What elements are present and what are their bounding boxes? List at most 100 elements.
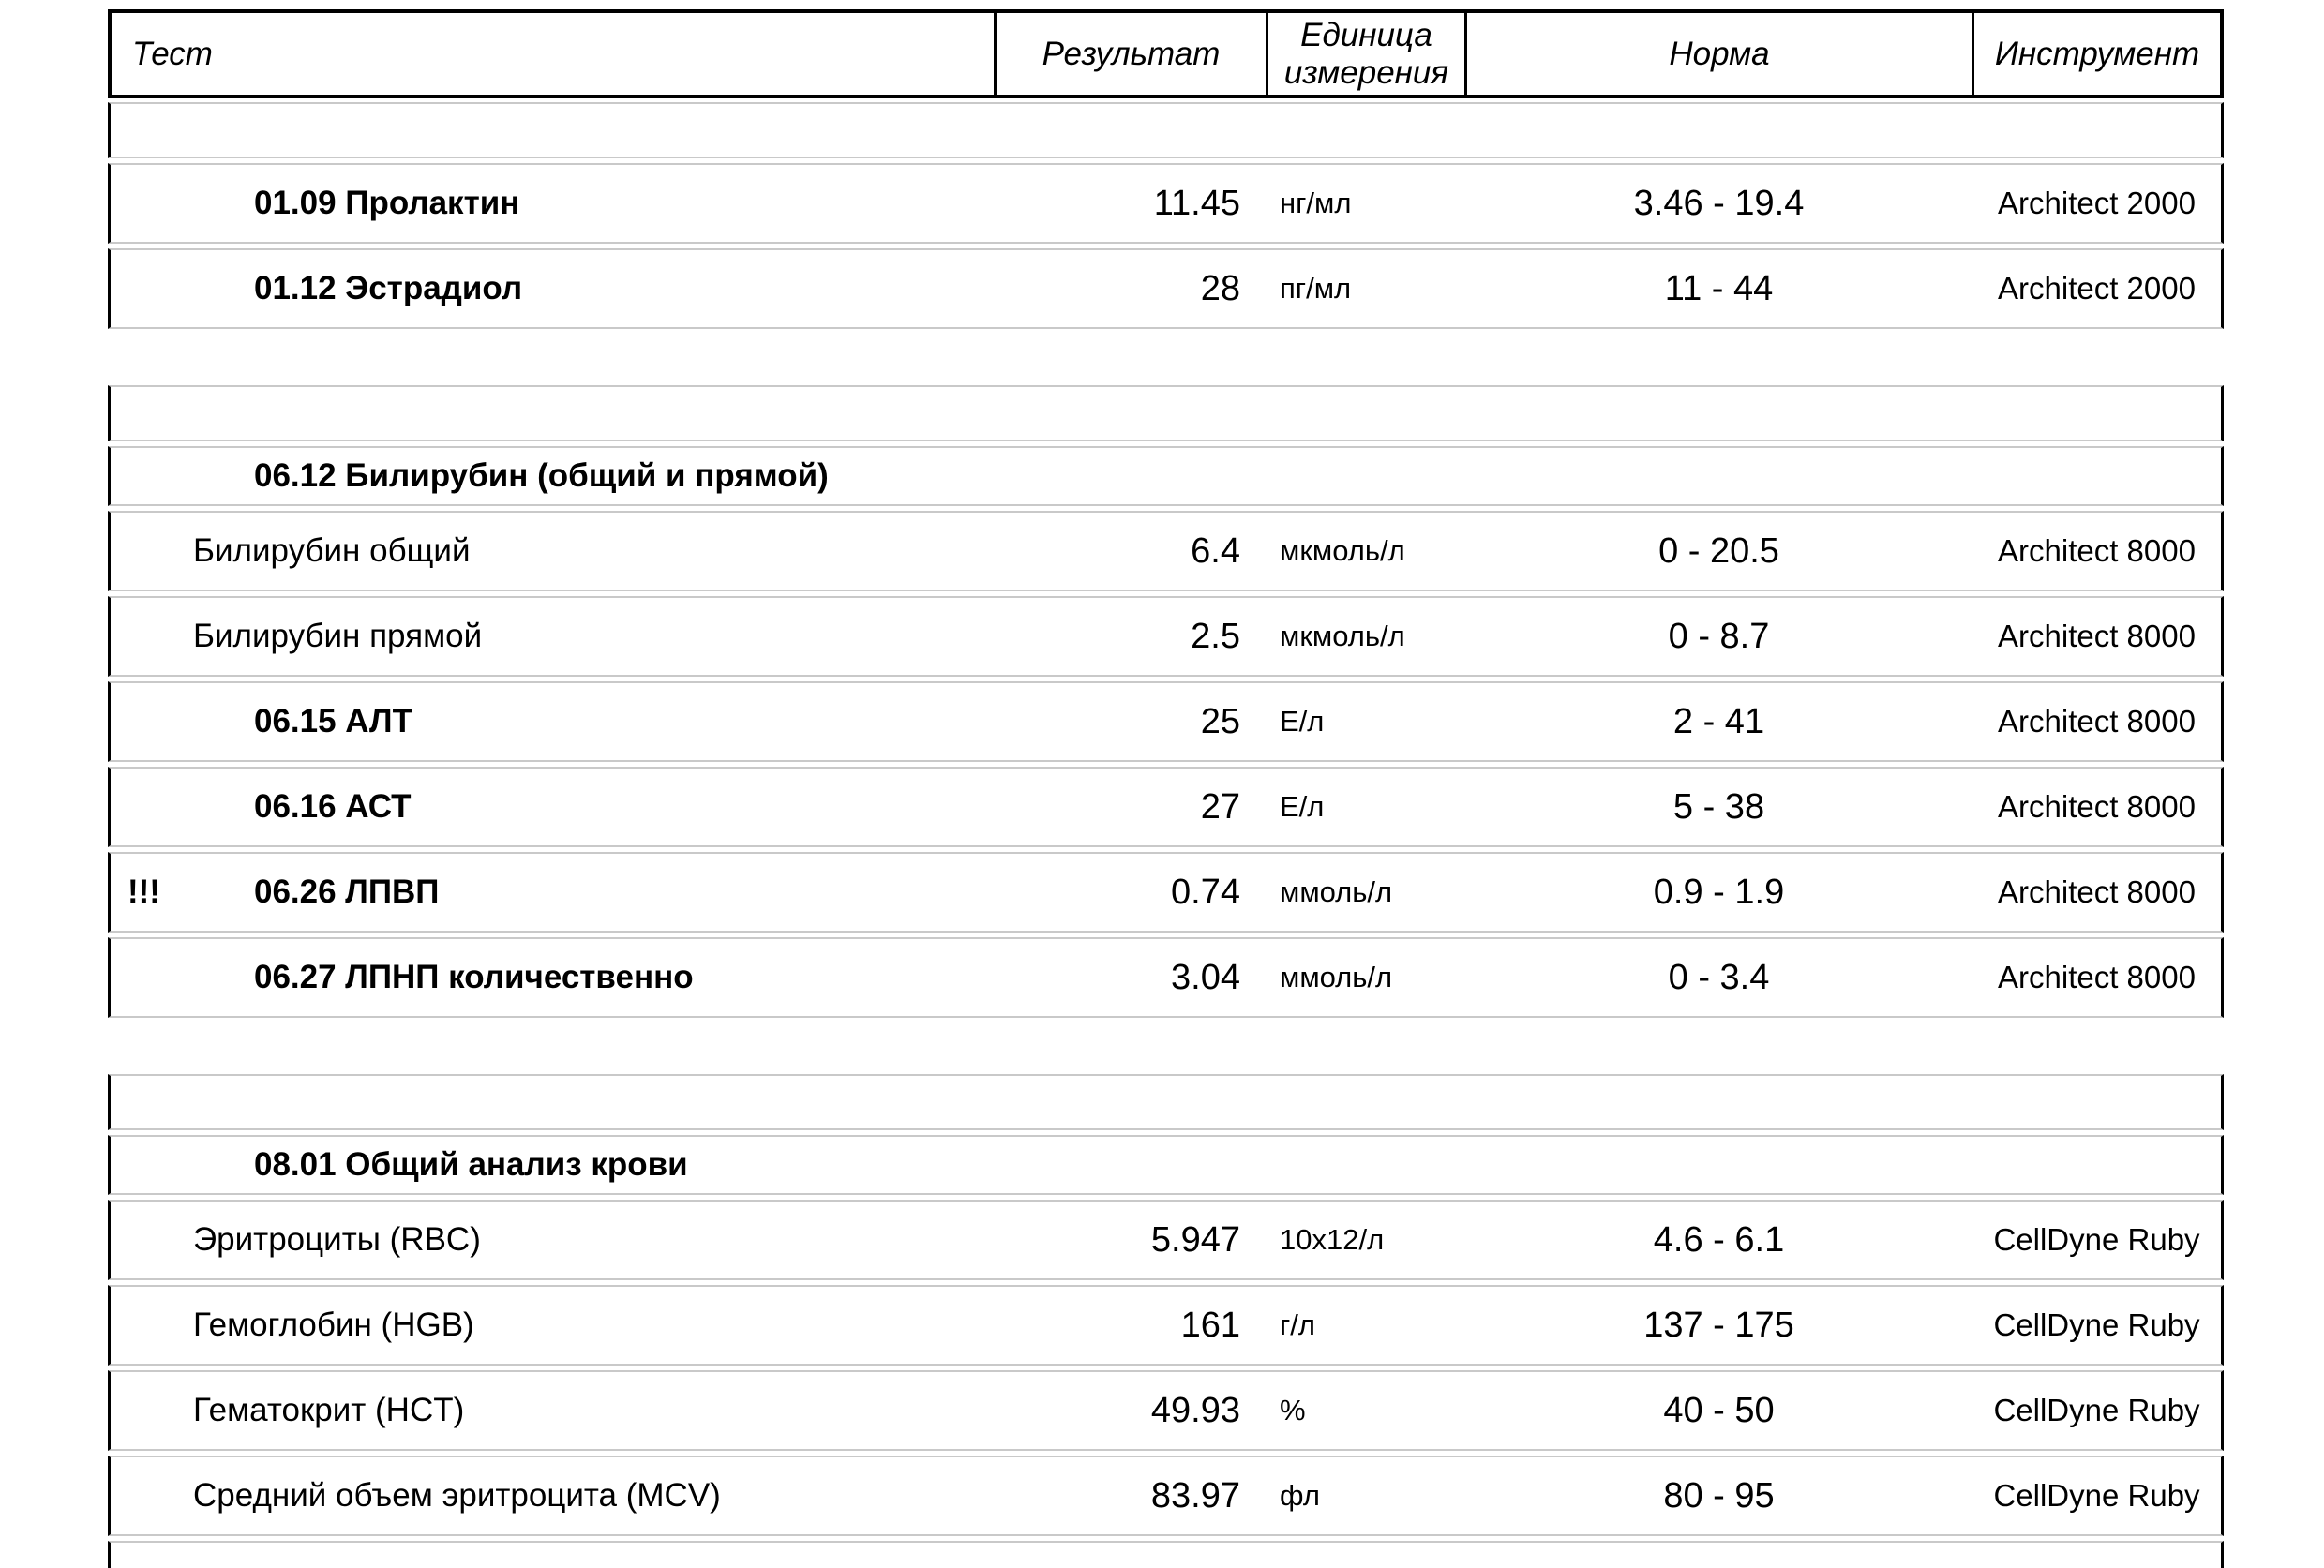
test-name: Гематокрит (HCT) <box>193 1392 465 1428</box>
instrument-name: Architect 8000 <box>1998 619 2196 653</box>
test-name: 06.16 АСТ <box>254 788 412 825</box>
unit-value: мкмоль/л <box>1280 620 1405 652</box>
norm-range: 0.9 - 1.9 <box>1653 872 1785 912</box>
instrument-name: CellDyne Ruby <box>1993 1222 2200 1257</box>
column-header-unit-label: Единица измерения <box>1283 17 1449 91</box>
test-name-cell: Гемоглобин (HGB) <box>111 1287 995 1364</box>
norm-range: 0 - 20.5 <box>1658 530 1779 571</box>
result-value: 27 <box>1200 786 1240 827</box>
test-name-cell: Билирубин общий <box>111 513 995 590</box>
column-header-result: Результат <box>994 13 1266 95</box>
empty-row <box>108 102 2224 158</box>
result-value: 161 <box>1180 1305 1240 1345</box>
test-group: 08.01 Общий анализ крови Эритроциты (RBC)… <box>108 1074 2224 1536</box>
unit-value: пг/мл <box>1280 272 1352 305</box>
result-value: 28 <box>1200 268 1240 308</box>
norm-range: 0 - 3.4 <box>1668 957 1770 997</box>
test-group: 06.12 Билирубин (общий и прямой) Билируби… <box>108 385 2224 1018</box>
test-name-cell: 06.27 ЛПНП количественно <box>111 939 995 1016</box>
test-name: 01.12 Эстрадиол <box>254 270 523 306</box>
result-value: 2.5 <box>1191 616 1240 656</box>
instrument-name: CellDyne Ruby <box>1993 1393 2200 1427</box>
table-body: 01.09 Пролактин 11.45 нг/мл 3.46 - 19.4 Arch… <box>108 102 2224 1536</box>
lab-test-row: Билирубин прямой 2.5 мкмоль/л 0 - 8.7 Archit… <box>108 596 2224 677</box>
unit-value: нг/мл <box>1280 187 1352 219</box>
lab-test-row: Средний объем эритроцита (MCV) 83.97 фл 80 … <box>108 1456 2224 1536</box>
column-header-instrument-label: Инструмент <box>1994 35 2200 72</box>
test-name-cell: !!! 06.26 ЛПВП <box>111 854 995 931</box>
test-name-cell: Гематокрит (HCT) <box>111 1372 995 1449</box>
column-header-result-label: Результат <box>1042 35 1221 72</box>
column-header-test-label: Тест <box>132 35 213 72</box>
norm-range: 5 - 38 <box>1672 786 1765 827</box>
result-value: 83.97 <box>1150 1475 1240 1516</box>
norm-range: 11 - 44 <box>1664 268 1774 308</box>
test-name: Гемоглобин (HGB) <box>193 1307 474 1343</box>
column-header-norm-label: Норма <box>1669 35 1770 72</box>
result-value: 0.74 <box>1171 872 1240 912</box>
section-header-row: 08.01 Общий анализ крови <box>108 1135 2224 1195</box>
test-name-cell: 01.09 Пролактин <box>111 165 995 242</box>
lab-test-row: Билирубин общий 6.4 мкмоль/л 0 - 20.5 Archit… <box>108 511 2224 591</box>
unit-value: % <box>1280 1394 1306 1426</box>
unit-value: фл <box>1280 1479 1320 1512</box>
test-name-cell: Эритроциты (RBC) <box>111 1202 995 1278</box>
lab-test-row: Гематокрит (HCT) 49.93% 40 - 50 CellDyne Ru… <box>108 1370 2224 1451</box>
column-header-norm: Норма <box>1464 13 1972 95</box>
lab-test-row: !!! 06.26 ЛПВП 0.74 ммоль/л 0.9 - 1.9 Archite… <box>108 852 2224 933</box>
result-value: 25 <box>1200 701 1240 741</box>
lab-test-row: Эритроциты (RBC) 5.947 10x12/л 4.6 - 6.1 Cel… <box>108 1200 2224 1280</box>
empty-row-partial <box>108 1541 2224 1568</box>
test-name: Билирубин общий <box>193 532 471 569</box>
results-table: Тест Результат Единица измерения Норма И… <box>108 9 2224 1568</box>
unit-value: Е/л <box>1280 790 1325 823</box>
unit-value: мкмоль/л <box>1280 534 1405 567</box>
section-title: 08.01 Общий анализ крови <box>254 1146 688 1183</box>
result-value: 5.947 <box>1150 1219 1240 1260</box>
norm-range: 80 - 95 <box>1663 1475 1775 1516</box>
test-name-cell: Средний объем эритроцита (MCV) <box>111 1457 995 1534</box>
norm-range: 0 - 8.7 <box>1668 616 1770 656</box>
result-value: 49.93 <box>1150 1390 1240 1430</box>
test-group: 01.09 Пролактин 11.45 нг/мл 3.46 - 19.4 Arch… <box>108 102 2224 329</box>
result-value: 3.04 <box>1171 957 1240 997</box>
instrument-name: Architect 2000 <box>1998 271 2196 306</box>
instrument-name: CellDyne Ruby <box>1993 1307 2200 1342</box>
norm-range: 40 - 50 <box>1663 1390 1775 1430</box>
column-header-instrument: Инструмент <box>1972 13 2220 95</box>
column-header-unit: Единица измерения <box>1266 13 1464 95</box>
lab-test-row: 06.16 АСТ 27 Е/л 5 - 38 Architect 8000 <box>108 767 2224 847</box>
section-title: 06.12 Билирубин (общий и прямой) <box>254 457 829 494</box>
abnormal-flag: !!! <box>127 874 160 910</box>
test-name: 06.15 АЛТ <box>254 703 412 739</box>
instrument-name: Architect 2000 <box>1998 186 2196 220</box>
lab-test-row: 06.27 ЛПНП количественно 3.04 ммоль/л 0 - 3… <box>108 937 2224 1018</box>
test-name-cell: 06.15 АЛТ <box>111 683 995 760</box>
unit-value: ммоль/л <box>1280 875 1393 908</box>
instrument-name: Architect 8000 <box>1998 960 2196 994</box>
unit-value: г/л <box>1280 1308 1316 1341</box>
instrument-name: Architect 8000 <box>1998 789 2196 824</box>
unit-value: Е/л <box>1280 705 1325 738</box>
test-name-cell: Билирубин прямой <box>111 598 995 675</box>
lab-test-row: 01.12 Эстрадиол 28 пг/мл 11 - 44 Architect 2… <box>108 248 2224 329</box>
test-name: 06.27 ЛПНП количественно <box>254 959 694 995</box>
table-header-row: Тест Результат Единица измерения Норма И… <box>108 9 2224 98</box>
test-name: 01.09 Пролактин <box>254 185 520 221</box>
section-header-row: 06.12 Билирубин (общий и прямой) <box>108 446 2224 506</box>
norm-range: 137 - 175 <box>1643 1305 1794 1345</box>
result-value: 11.45 <box>1153 183 1240 223</box>
norm-range: 3.46 - 19.4 <box>1633 183 1805 223</box>
test-name-cell: 01.12 Эстрадиол <box>111 250 995 327</box>
instrument-name: CellDyne Ruby <box>1993 1478 2200 1513</box>
instrument-name: Architect 8000 <box>1998 533 2196 568</box>
lab-test-row: 01.09 Пролактин 11.45 нг/мл 3.46 - 19.4 Arch… <box>108 163 2224 244</box>
test-name: Билирубин прямой <box>193 618 483 654</box>
result-value: 6.4 <box>1191 530 1240 571</box>
instrument-name: Architect 8000 <box>1998 874 2196 909</box>
instrument-name: Architect 8000 <box>1998 704 2196 739</box>
test-name: Средний объем эритроцита (MCV) <box>193 1477 721 1514</box>
empty-row <box>108 385 2224 441</box>
lab-test-row: Гемоглобин (HGB) 161 г/л 137 - 175 CellDyne … <box>108 1285 2224 1366</box>
